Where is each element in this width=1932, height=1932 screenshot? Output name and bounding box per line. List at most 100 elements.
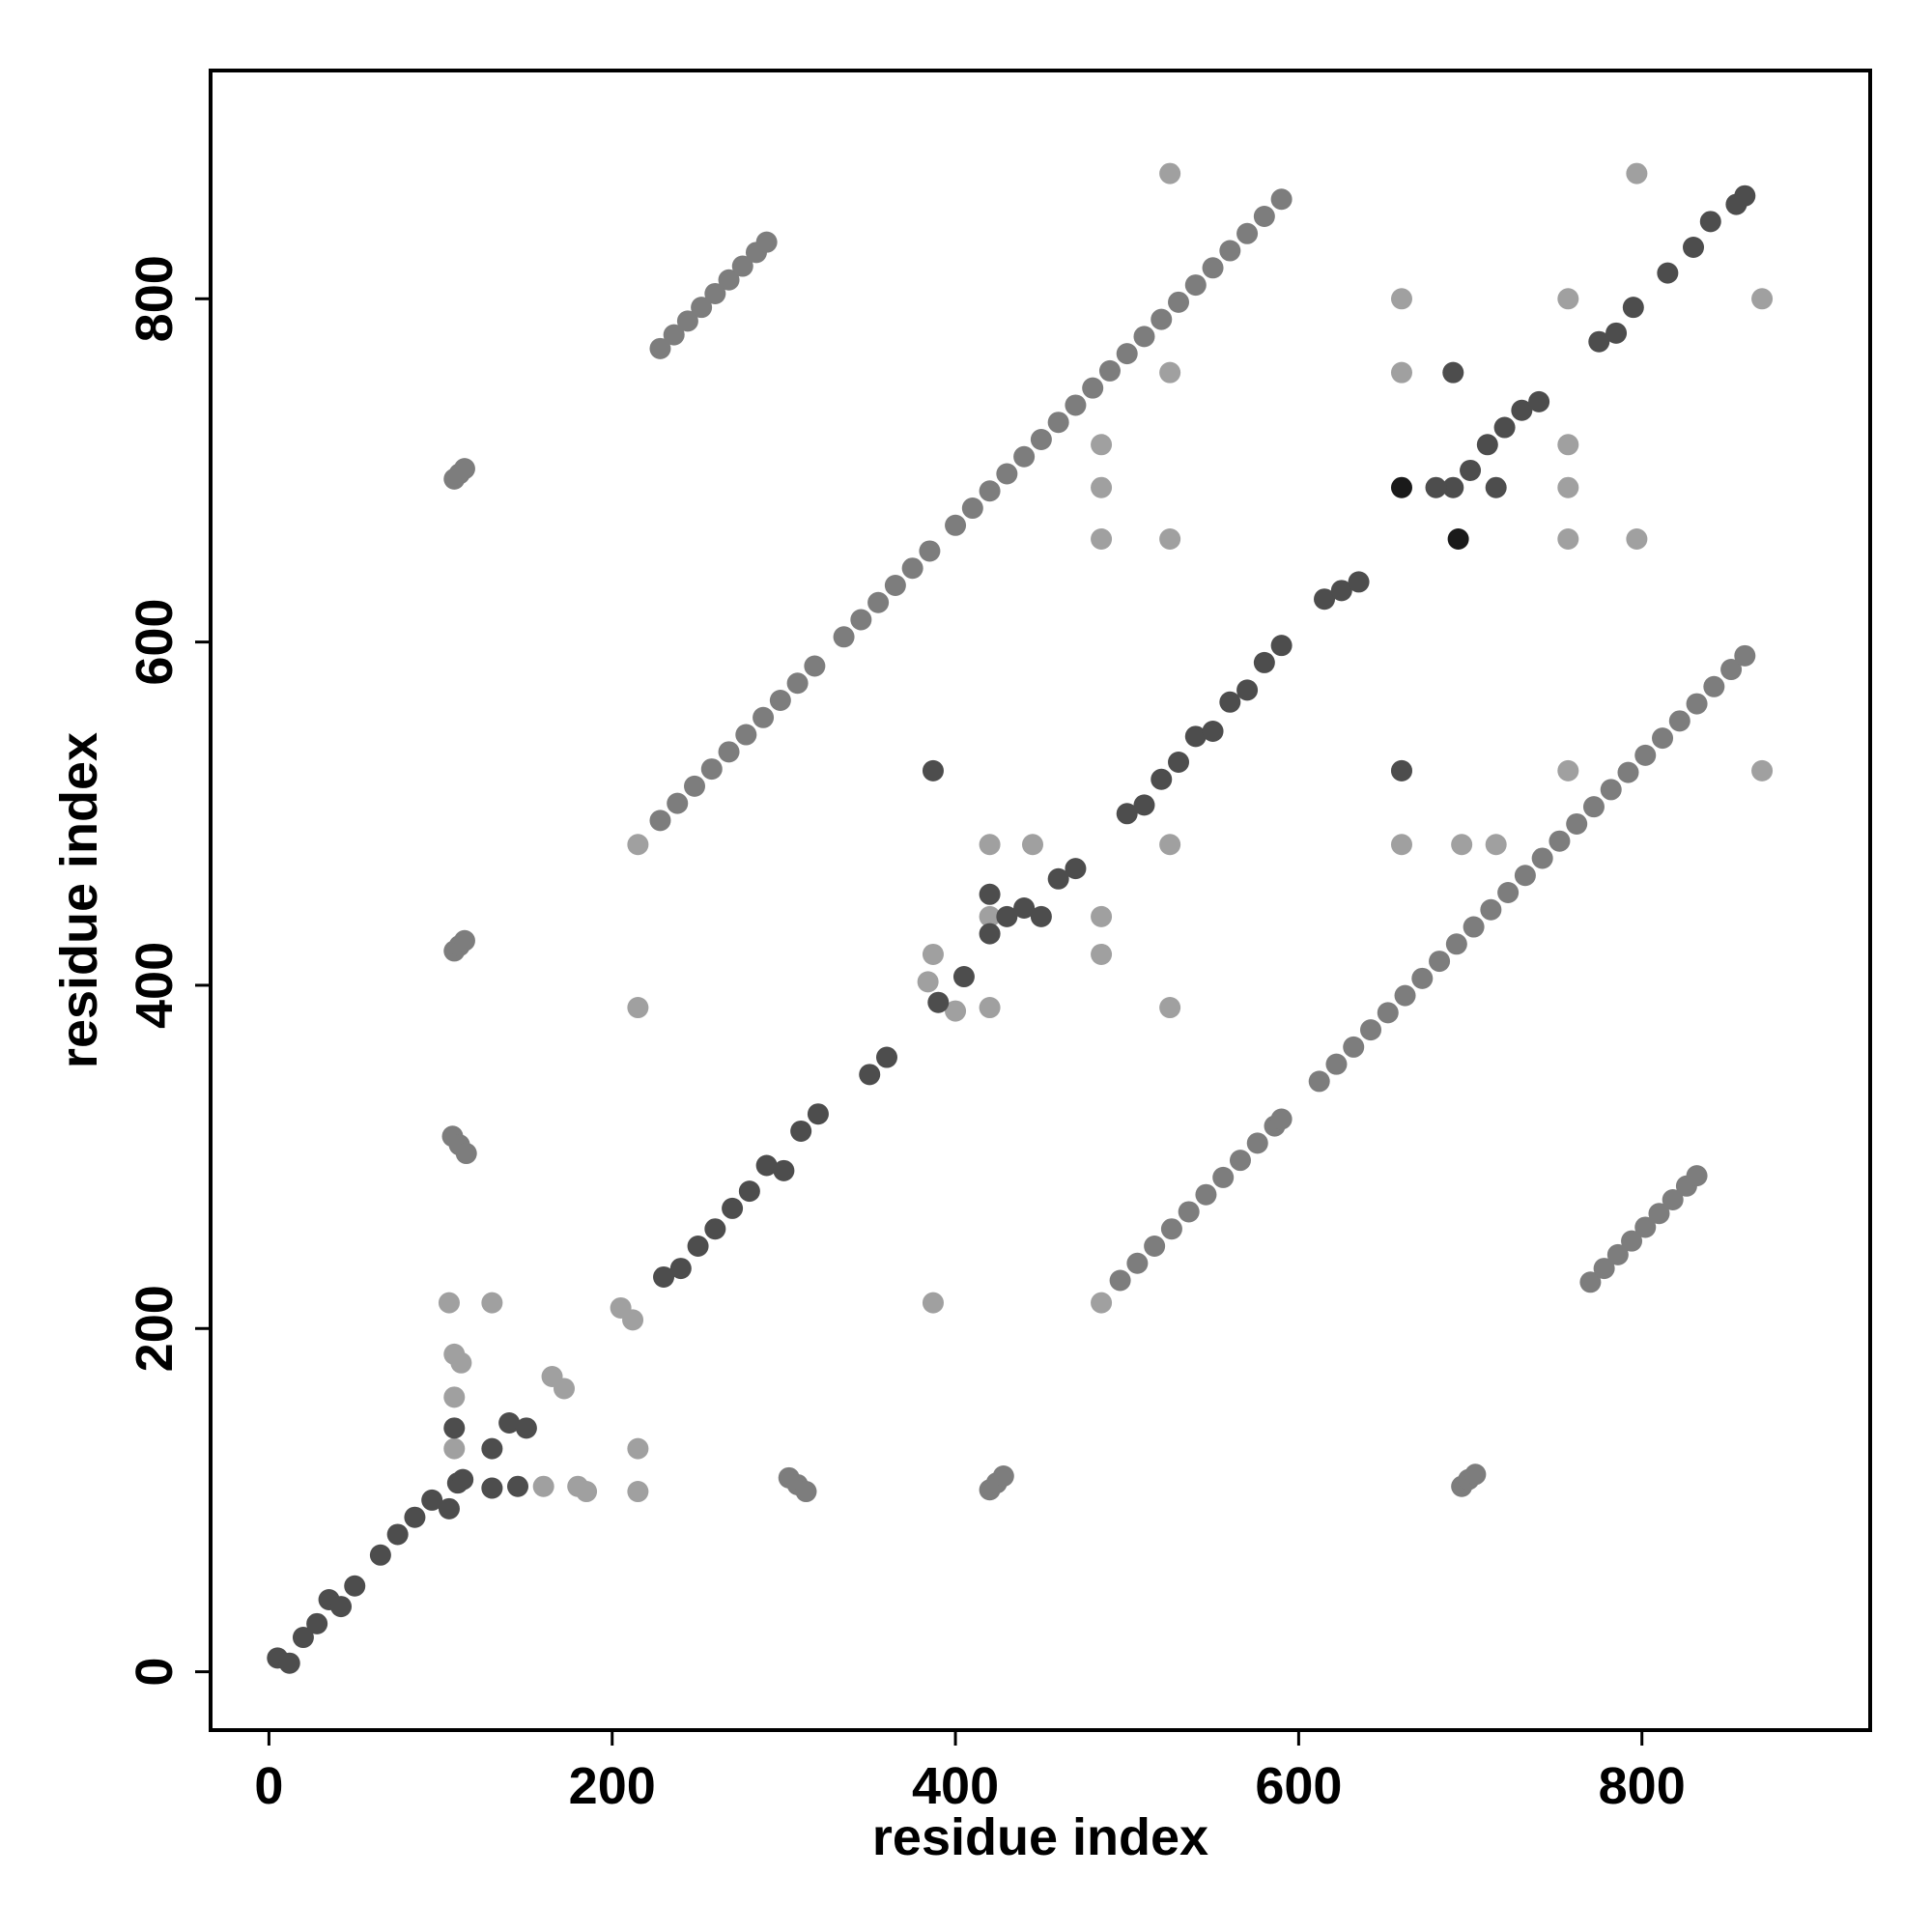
x-axis-label: residue index: [872, 1808, 1208, 1866]
point: [1116, 803, 1138, 825]
point: [1626, 528, 1648, 551]
point: [996, 463, 1018, 485]
point: [1390, 759, 1412, 781]
point: [1394, 984, 1416, 1007]
point: [917, 971, 939, 993]
point: [1091, 528, 1113, 551]
point: [1219, 240, 1241, 262]
point: [1144, 1235, 1166, 1257]
point: [1531, 847, 1553, 869]
point: [653, 1265, 675, 1288]
point: [1557, 434, 1579, 456]
point: [1013, 896, 1036, 919]
point: [691, 297, 713, 319]
point: [1751, 288, 1774, 310]
point: [1091, 905, 1113, 927]
point: [1159, 528, 1181, 551]
point: [859, 1064, 881, 1086]
point: [1325, 1053, 1348, 1075]
point: [450, 1351, 472, 1374]
plot-frame: [209, 69, 1872, 1732]
point: [649, 337, 671, 359]
point: [884, 574, 906, 596]
point: [979, 834, 1001, 856]
y-axis-label: residue index: [50, 732, 108, 1068]
point: [507, 1475, 529, 1497]
point: [922, 943, 944, 965]
point: [1348, 571, 1370, 593]
point: [992, 1465, 1014, 1488]
point: [1314, 588, 1336, 611]
point: [1548, 830, 1571, 852]
point: [1253, 651, 1275, 673]
point: [945, 1000, 967, 1022]
point: [386, 1523, 409, 1546]
point: [1686, 693, 1708, 715]
point: [421, 1489, 443, 1511]
point: [1109, 1269, 1131, 1292]
point: [1579, 1271, 1602, 1293]
point: [443, 1417, 466, 1439]
point: [1557, 759, 1579, 781]
point: [1168, 751, 1190, 773]
point: [738, 1180, 760, 1203]
point: [1013, 445, 1036, 468]
y-tick-label: 800: [126, 255, 184, 342]
point: [515, 1417, 537, 1439]
point: [1511, 399, 1533, 421]
point: [735, 724, 757, 746]
point: [1390, 476, 1412, 498]
point: [1184, 725, 1207, 748]
y-tick-label: 0: [126, 1658, 184, 1687]
point: [1151, 768, 1173, 790]
point: [1593, 1258, 1615, 1280]
point: [1126, 1252, 1149, 1274]
point: [1464, 1463, 1487, 1486]
point: [1270, 188, 1293, 211]
point: [979, 883, 1001, 905]
point: [1429, 951, 1451, 973]
point: [1626, 162, 1648, 185]
point: [769, 690, 791, 712]
x-tick-label: 200: [569, 1757, 656, 1815]
point: [1091, 1292, 1113, 1314]
point: [344, 1575, 366, 1597]
point: [649, 810, 671, 832]
point: [1634, 744, 1657, 766]
point: [922, 759, 944, 781]
point: [1236, 222, 1259, 244]
point: [1582, 796, 1605, 818]
point: [1652, 727, 1674, 750]
y-tick-label: 600: [126, 599, 184, 686]
x-tick-label: 0: [254, 1757, 283, 1815]
point: [1480, 898, 1502, 921]
point: [1159, 997, 1181, 1019]
point: [1411, 967, 1434, 989]
x-tick-label: 800: [1599, 1757, 1686, 1815]
point: [1022, 834, 1044, 856]
point: [1308, 1070, 1330, 1093]
point: [663, 324, 685, 346]
point: [1622, 297, 1644, 319]
point: [667, 792, 689, 814]
point: [438, 1292, 460, 1314]
point: [1219, 691, 1241, 713]
point: [1253, 206, 1275, 228]
point: [1195, 1183, 1217, 1206]
point: [622, 1309, 644, 1331]
point: [755, 1154, 778, 1177]
point: [1734, 644, 1756, 667]
point: [1030, 905, 1052, 927]
point: [553, 1378, 575, 1400]
point: [669, 1258, 692, 1280]
point: [1557, 528, 1579, 551]
point: [979, 997, 1001, 1019]
y-tick-label: 200: [126, 1285, 184, 1372]
point: [292, 1627, 314, 1649]
point: [1566, 812, 1588, 835]
point: [1229, 1150, 1251, 1172]
point: [443, 1386, 466, 1408]
point: [1082, 377, 1104, 399]
point: [306, 1612, 328, 1634]
